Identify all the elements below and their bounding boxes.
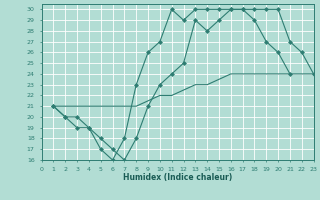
X-axis label: Humidex (Indice chaleur): Humidex (Indice chaleur) [123,173,232,182]
